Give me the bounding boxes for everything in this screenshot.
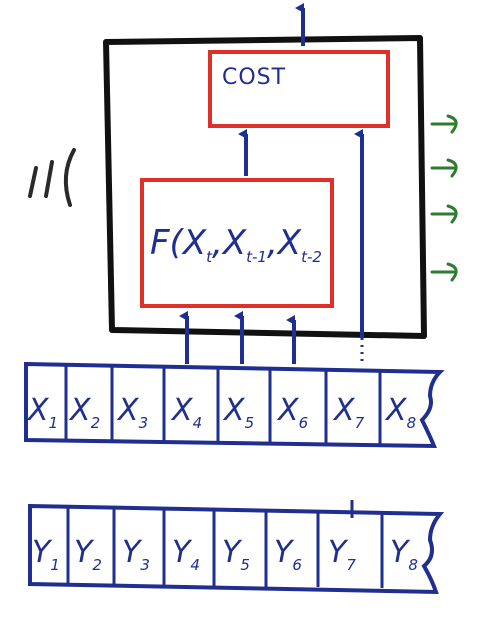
y-cell: Y8 — [390, 535, 418, 574]
y-cell: Y3 — [122, 535, 150, 574]
cost-label: COST — [222, 65, 286, 90]
cost-box — [208, 50, 390, 128]
x-cell: X2 — [68, 393, 100, 432]
function-box — [140, 178, 334, 308]
x-tape-outline — [24, 361, 445, 449]
motion-lines — [28, 148, 76, 207]
y-cell: Y7 — [328, 535, 356, 574]
side-marks — [430, 114, 458, 282]
y-cell: Y5 — [222, 535, 250, 574]
y-cell: Y4 — [172, 535, 200, 574]
x-cell: X3 — [116, 393, 148, 432]
x-cell: X1 — [26, 393, 58, 432]
y-tape: Y1 Y2 Y3 Y4 Y5 Y6 Y7 Y8 — [28, 503, 445, 595]
x-cell: X5 — [222, 393, 254, 432]
x-cell: X4 — [170, 393, 202, 432]
x-cell: X8 — [384, 393, 416, 432]
x-cell: X6 — [276, 393, 308, 432]
system-box — [103, 35, 427, 339]
y-cell: Y2 — [74, 535, 102, 574]
y-cell: Y6 — [274, 535, 302, 574]
input-arrows — [179, 311, 296, 364]
function-label: F(Xt,Xt-1,Xt-2 — [150, 223, 322, 266]
y-tape-outline — [28, 503, 445, 595]
x-tape: X1 X2 X3 X4 X5 X6 X7 X8 — [24, 361, 445, 449]
x-cell: X7 — [332, 393, 365, 432]
y-cell: Y1 — [32, 535, 60, 574]
